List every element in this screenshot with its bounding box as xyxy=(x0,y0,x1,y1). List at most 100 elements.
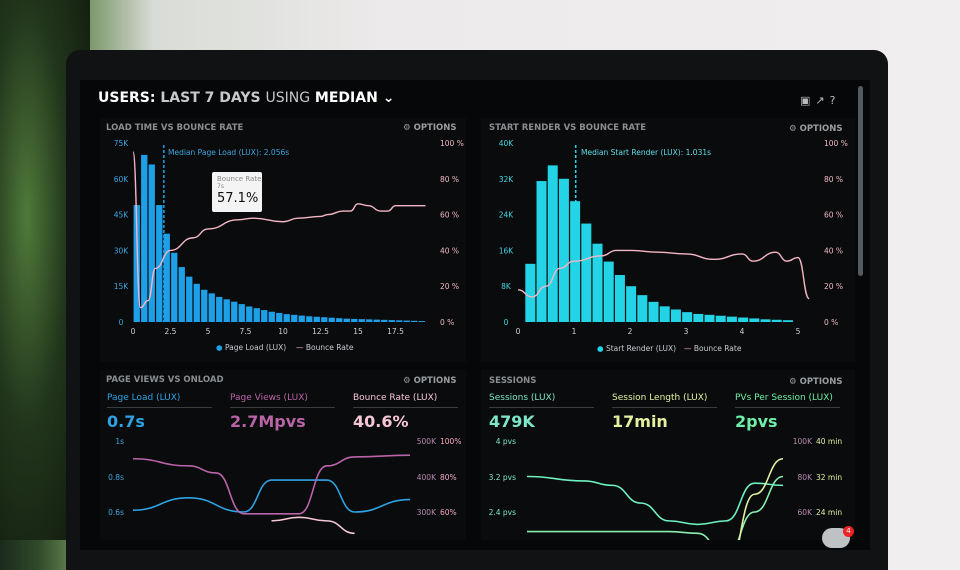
histogram-bar xyxy=(291,314,298,322)
y3-tick-label: 100% xyxy=(440,437,461,446)
histogram-bar xyxy=(276,312,283,322)
histogram-bar xyxy=(171,252,178,322)
histogram-bar xyxy=(148,164,155,322)
histogram-bar xyxy=(626,286,637,322)
panel-title: SESSIONS xyxy=(489,376,537,386)
series-line xyxy=(738,457,784,540)
notification-badge: 4 xyxy=(843,526,854,537)
bounce-rate-line xyxy=(517,249,810,300)
y2-tick-label: 100 % xyxy=(824,139,848,148)
y-tick-label: 32K xyxy=(499,175,515,184)
legend-item[interactable]: ● Start Render (LUX) xyxy=(597,344,677,353)
y2-tick-label: 80K xyxy=(798,473,814,482)
metric-value: 17min xyxy=(612,412,668,431)
series-line xyxy=(132,479,411,513)
histogram-bar xyxy=(163,233,170,322)
histogram-bar xyxy=(715,315,726,322)
histogram-bar xyxy=(558,178,569,322)
legend-item[interactable]: — Bounce Rate xyxy=(684,344,742,353)
legend-item[interactable]: ● Page Load (LUX) xyxy=(216,343,287,352)
options-button[interactable]: ⚙ OPTIONS xyxy=(403,123,457,133)
legend-item[interactable]: — Bounce Rate xyxy=(296,343,354,352)
histogram-bar xyxy=(381,319,388,322)
y-tick-label: 8K xyxy=(501,282,512,291)
y-tick-label: 0 xyxy=(504,318,509,327)
metric-label: Page Load (LUX) xyxy=(107,393,212,408)
x-tick-label: 10 xyxy=(278,327,288,336)
y2-tick-label: 100 % xyxy=(440,139,464,148)
title-range: LAST 7 DAYS xyxy=(160,90,261,106)
series-line xyxy=(132,454,411,515)
y2-tick-label: 100K xyxy=(793,437,813,446)
histogram-bar xyxy=(238,304,245,322)
histogram-bar xyxy=(246,306,253,322)
y-tick-label: 24K xyxy=(499,211,515,220)
x-tick-label: 17.5 xyxy=(387,327,404,336)
scrollbar[interactable] xyxy=(858,86,863,276)
y2-tick-label: 80 % xyxy=(824,175,843,184)
y-tick-label: 2.4 pvs xyxy=(489,508,517,517)
options-button[interactable]: ⚙ OPTIONS xyxy=(789,124,843,134)
title-prefix: USERS: xyxy=(98,90,156,106)
x-tick-label: 4 xyxy=(740,327,745,336)
histogram-bar xyxy=(659,306,670,322)
y2-tick-label: 40 % xyxy=(440,246,459,255)
tooltip-title: Bounce Rate xyxy=(217,175,262,183)
help-icon[interactable]: ? xyxy=(829,94,841,107)
page-title[interactable]: USERS: LAST 7 DAYS USING MEDIAN ⌄ xyxy=(98,90,394,106)
histogram-bar xyxy=(682,312,693,322)
metric-label: Session Length (LUX) xyxy=(612,393,717,408)
metric-label: Sessions (LUX) xyxy=(489,393,594,408)
panel-title: LOAD TIME VS BOUNCE RATE xyxy=(106,123,244,133)
histogram-bar xyxy=(637,295,648,322)
histogram-bar xyxy=(396,320,403,322)
y-tick-label: 0.8s xyxy=(108,473,124,482)
histogram-bar xyxy=(306,316,313,322)
options-button[interactable]: ⚙ OPTIONS xyxy=(403,376,457,386)
histogram-bar xyxy=(738,317,749,322)
metric-label: Bounce Rate (LUX) xyxy=(353,393,458,408)
histogram-bar xyxy=(268,311,275,322)
histogram-bar xyxy=(141,154,148,322)
histogram-bar xyxy=(536,181,547,322)
title-using: USING xyxy=(265,90,311,106)
series-line xyxy=(526,475,784,526)
y2-tick-label: 60K xyxy=(798,508,814,517)
options-button[interactable]: ⚙ OPTIONS xyxy=(789,377,843,387)
histogram-bar xyxy=(231,301,238,322)
histogram-bar xyxy=(328,317,335,322)
bounce-rate-line xyxy=(132,151,426,309)
histogram-bar xyxy=(592,243,603,322)
tooltip-sub: 7s xyxy=(217,183,224,190)
metric-value: 2.7Mpvs xyxy=(230,412,306,431)
histogram-bar xyxy=(693,313,704,322)
y-tick-label: 45K xyxy=(114,211,130,220)
histogram-bar xyxy=(411,320,418,322)
histogram-bar xyxy=(525,263,536,322)
histogram-bar xyxy=(298,315,305,322)
y-tick-label: 40K xyxy=(499,139,515,148)
median-label: Median Page Load (LUX): 2.056s xyxy=(168,148,290,157)
histogram-bar xyxy=(201,289,208,322)
series-line xyxy=(271,516,355,535)
histogram-bar xyxy=(388,320,395,322)
median-label: Median Start Render (LUX): 1.031s xyxy=(581,148,712,157)
share-icon[interactable]: ↗ xyxy=(815,94,830,107)
y2-tick-label: 300K xyxy=(417,508,437,517)
y3-tick-label: 32 min xyxy=(816,473,842,482)
histogram-bar xyxy=(133,205,140,322)
histogram-bar xyxy=(771,319,782,322)
histogram-bar xyxy=(253,308,260,322)
y2-tick-label: 80 % xyxy=(440,175,459,184)
metric-value: 40.6% xyxy=(353,412,409,431)
histogram-bar xyxy=(208,293,215,322)
metric-value: 0.7s xyxy=(107,412,145,431)
monitor-icon[interactable]: ▣ xyxy=(800,94,816,107)
histogram-bar xyxy=(760,319,771,322)
panel-sessions xyxy=(481,370,855,540)
histogram-bar xyxy=(373,319,380,322)
panel-title: START RENDER VS BOUNCE RATE xyxy=(489,123,647,133)
y2-tick-label: 0 % xyxy=(440,318,454,327)
y-tick-label: 3.2 pvs xyxy=(489,473,517,482)
histogram-bar xyxy=(186,276,193,322)
